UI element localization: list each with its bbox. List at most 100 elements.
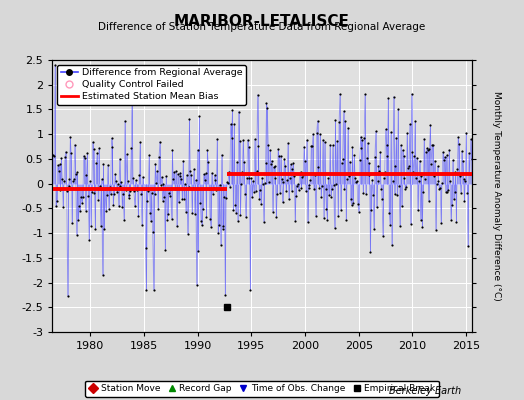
Point [199,206,207,212]
Point [417,173,425,180]
Point [76,208,84,214]
Point [130,188,138,194]
Point [211,177,220,184]
Point [124,178,132,184]
Point [315,185,323,192]
Point [133,187,141,193]
Point [244,144,253,150]
Point [373,204,381,210]
Point [248,194,256,200]
Point [358,137,366,144]
Point [136,139,145,146]
Point [417,216,425,223]
Point [110,190,118,197]
Point [66,134,74,140]
Point [108,143,117,150]
Point [173,223,181,230]
Point [357,145,366,152]
Point [60,178,68,184]
Point [73,169,82,175]
Point [196,200,204,206]
Point [430,172,438,179]
Point [202,214,211,220]
Point [465,150,473,156]
Point [456,189,465,196]
Point [274,146,282,152]
Point [118,204,126,210]
Point [94,196,102,203]
Point [181,180,189,187]
Point [350,152,358,158]
Point [440,157,448,164]
Point [78,200,86,206]
Point [111,171,119,177]
Point [225,168,233,175]
Point [180,196,188,202]
Point [139,174,147,180]
Point [374,177,382,184]
Point [97,176,106,183]
Point [377,186,385,192]
Point [307,142,315,149]
Point [127,145,135,151]
Point [89,139,97,145]
Point [208,170,216,176]
Point [233,159,241,166]
Point [191,210,199,217]
Point [445,146,453,153]
Point [452,218,461,225]
Point [263,104,271,111]
Point [112,178,120,184]
Point [299,171,308,178]
Point [216,242,225,248]
Point [359,189,367,196]
Point [379,175,388,182]
Point [329,142,337,149]
Point [365,160,374,166]
Point [409,169,418,175]
Point [346,196,355,202]
Point [418,224,427,230]
Point [408,149,417,156]
Point [310,186,318,192]
Y-axis label: Monthly Temperature Anomaly Difference (°C): Monthly Temperature Anomaly Difference (… [492,91,501,301]
Point [226,121,235,127]
Point [114,202,123,209]
Point [428,141,436,148]
Point [383,142,391,149]
Point [230,121,238,128]
Point [149,287,158,293]
Point [429,142,437,148]
Point [442,152,451,158]
Point [259,181,267,188]
Point [437,220,445,226]
Point [250,188,258,195]
Point [460,198,468,204]
Point [420,135,428,142]
Point [380,168,389,175]
Point [103,192,111,198]
Point [374,163,383,169]
Point [308,143,316,149]
Point [266,147,274,154]
Point [347,202,356,209]
Point [227,135,236,141]
Point [439,149,447,156]
Point [179,158,188,164]
Point [366,248,375,255]
Point [195,113,203,120]
Point [255,195,264,202]
Text: MARIBOR-LETALISCE: MARIBOR-LETALISCE [174,14,350,29]
Point [403,130,411,137]
Point [328,186,336,192]
Point [297,185,305,191]
Point [272,214,280,220]
Point [414,178,423,184]
Point [305,182,314,188]
Point [123,151,131,158]
Point [351,175,359,181]
Point [325,192,333,198]
Point [369,192,377,198]
Point [158,174,166,180]
Point [265,179,274,185]
